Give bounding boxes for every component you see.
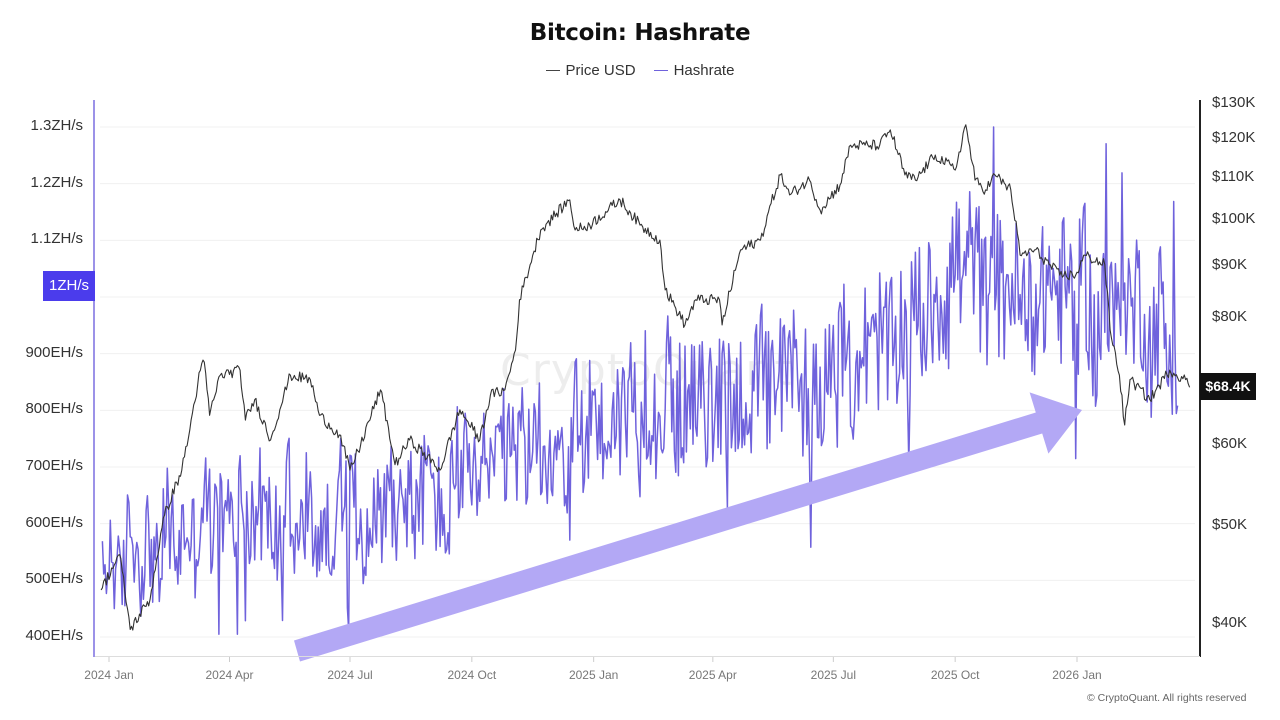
legend-label-price: Price USD: [565, 62, 636, 79]
legend-item-hashrate[interactable]: Hashrate: [653, 62, 735, 79]
x-tick-label: 2025 Jan: [568, 668, 619, 682]
chart-title: Bitcoin: Hashrate: [529, 20, 751, 46]
hashrate-series: [101, 126, 1179, 635]
hashrate-line-swatch-icon: [653, 70, 668, 71]
price-series: [100, 124, 1191, 631]
legend: Price USD Hashrate: [0, 62, 1280, 79]
hashrate-crosshair-badge: 1ZH/s: [43, 271, 95, 301]
x-tick-label: 2025 Oct: [930, 668, 980, 682]
left-tick-label: 700EH/s: [25, 457, 83, 474]
trend-arrow-icon: [294, 392, 1082, 662]
right-tick-label: $40K: [1212, 614, 1248, 631]
x-tick-label: 2024 Apr: [205, 668, 254, 682]
legend-label-hashrate: Hashrate: [673, 62, 735, 79]
left-tick-label: 1.3ZH/s: [30, 117, 83, 134]
x-tick-label: 2026 Jan: [1052, 668, 1102, 682]
gridlines: [100, 126, 1195, 638]
legend-item-price[interactable]: Price USD: [545, 62, 636, 79]
right-tick-label: $90K: [1212, 256, 1248, 274]
left-tick-label: 1.2ZH/s: [30, 173, 83, 191]
left-tick-label: 800EH/s: [25, 400, 83, 418]
right-tick-label: $110K: [1212, 167, 1255, 185]
right-tick-label: $120K: [1212, 129, 1256, 147]
left-tick-label: 400EH/s: [25, 627, 83, 644]
x-tick-label: 2025 Apr: [688, 668, 737, 682]
right-tick-label: $80K: [1212, 308, 1248, 326]
right-tick-label: $50K: [1212, 515, 1248, 533]
left-tick-label: 1.1ZH/s: [30, 230, 83, 248]
right-tick-label: $60K: [1212, 435, 1248, 453]
left-tick-label: 900EH/s: [25, 343, 83, 361]
left-tick-label: 500EH/s: [25, 570, 83, 588]
price-line-swatch-icon: [545, 70, 560, 71]
left-tick-label: 600EH/s: [25, 513, 83, 531]
x-tick-label: 2024 Jul: [327, 668, 373, 682]
x-tick-label: 2025 Jul: [810, 668, 857, 682]
right-tick-label: $100K: [1212, 209, 1256, 227]
x-axis-ticks: [108, 657, 1078, 662]
right-tick-label: $130K: [1212, 94, 1256, 111]
price-last-value-badge: $68.4K: [1200, 373, 1256, 400]
x-tick-label: 2024 Jan: [84, 668, 134, 682]
x-tick-label: 2024 Oct: [447, 668, 497, 682]
copyright-notice: © CryptoQuant. All rights reserved: [1087, 692, 1247, 704]
